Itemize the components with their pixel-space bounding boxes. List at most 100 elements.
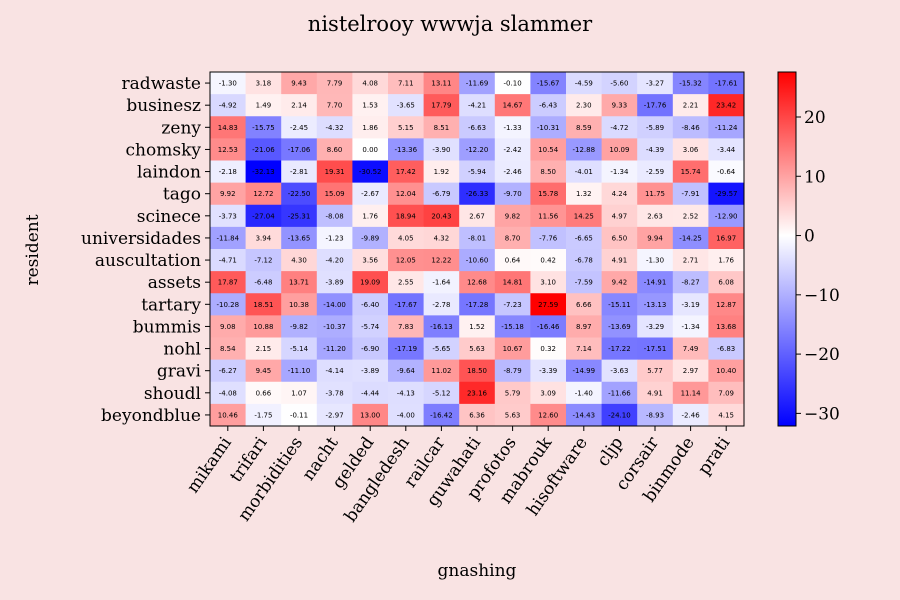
y-tick-label: zeny	[161, 118, 201, 138]
cell-value-label: 9.33	[612, 102, 628, 110]
heatmap-cell	[245, 116, 282, 139]
heatmap-cell	[672, 249, 709, 272]
heatmap-cell	[566, 359, 602, 383]
y-tick-label: radwaste	[122, 74, 201, 94]
colorbar-tick-label: −30	[804, 404, 840, 424]
cell-value-label: 27.59	[538, 301, 558, 309]
cell-value-label: 9.94	[647, 234, 663, 242]
cell-value-label: -9.70	[504, 190, 522, 198]
heatmap-cell	[210, 94, 246, 117]
cell-value-label: 2.97	[683, 367, 699, 375]
heatmap-cell	[530, 381, 567, 405]
cell-value-label: 7.49	[683, 345, 699, 353]
cell-value-label: 11.14	[681, 389, 702, 397]
cell-value-label: 12.60	[538, 411, 558, 419]
heatmap-cell	[672, 381, 709, 405]
cell-value-label: -5.60	[610, 80, 628, 88]
heatmap-cell	[637, 403, 674, 427]
heatmap-cell	[708, 403, 745, 427]
heatmap-cell	[601, 160, 638, 184]
heatmap-cell	[281, 381, 318, 405]
heatmap-cell	[637, 138, 674, 161]
y-tick-label: beyondblue	[101, 406, 201, 426]
cell-value-label: 0.66	[256, 389, 272, 397]
heatmap-cell	[637, 160, 674, 184]
cell-value-label: -6.83	[717, 345, 735, 353]
cell-value-label: 23.16	[467, 389, 488, 397]
heatmap-cell	[245, 403, 282, 427]
heatmap-cell	[388, 72, 424, 95]
heatmap-cell	[530, 204, 567, 228]
heatmap-cell	[423, 72, 460, 95]
heatmap-cell	[316, 337, 353, 361]
cell-value-label: -10.60	[466, 257, 489, 265]
cell-value-label: -11.24	[715, 124, 738, 132]
heatmap-cell	[423, 182, 460, 206]
cell-value-label: -6.43	[539, 102, 557, 110]
cell-value-label: -12.88	[573, 146, 596, 154]
cell-value-label: -1.33	[504, 124, 522, 132]
heatmap-cell	[388, 293, 424, 316]
cell-value-label: -16.46	[537, 323, 560, 331]
cell-value-label: 13.00	[360, 411, 380, 419]
heatmap-cell	[459, 182, 496, 206]
cell-value-label: -17.51	[644, 345, 667, 353]
heatmap-cell	[708, 72, 745, 95]
heatmap-cell	[708, 116, 745, 139]
heatmap-cell	[459, 381, 496, 405]
heatmap-cell	[352, 72, 389, 95]
cell-value-label: 5.63	[505, 411, 521, 419]
heatmap-cell	[566, 138, 602, 161]
cell-value-label: -6.40	[361, 301, 379, 309]
cell-value-label: 10.40	[716, 367, 736, 375]
heatmap-cell	[637, 293, 674, 316]
heatmap-cell	[494, 204, 531, 228]
heatmap-cell	[566, 116, 602, 139]
heatmap-cell	[459, 403, 496, 427]
heatmap-cell	[494, 138, 531, 161]
heatmap-cell	[210, 116, 246, 139]
heatmap-cell	[708, 249, 745, 272]
heatmap-cell	[352, 204, 389, 228]
cell-value-label: 13.71	[289, 279, 309, 287]
cell-value-label: 11.56	[538, 212, 559, 220]
chart-title: nistelrooy wwwja slammer	[308, 12, 593, 36]
cell-value-label: 5.79	[505, 389, 521, 397]
heatmap-cell	[388, 94, 424, 117]
colorbar-tick-label: −10	[804, 286, 840, 306]
cell-value-label: -9.89	[361, 234, 379, 242]
heatmap-cell	[672, 226, 709, 250]
cell-value-label: 18.51	[253, 301, 273, 309]
heatmap-cell	[281, 249, 318, 272]
heatmap-cell	[672, 293, 709, 316]
cell-value-label: -11.10	[288, 367, 311, 375]
heatmap-cell	[423, 293, 460, 316]
heatmap-cell	[352, 116, 389, 139]
heatmap-cell	[494, 315, 531, 338]
x-axis-label: gnashing	[438, 561, 517, 581]
cell-value-label: 11.75	[645, 190, 665, 198]
heatmap-cell	[494, 160, 531, 184]
cell-value-label: -14.99	[573, 367, 596, 375]
cell-value-label: -22.50	[288, 190, 311, 198]
heatmap-cell	[423, 271, 460, 294]
heatmap-cell	[245, 226, 282, 250]
heatmap-cell	[316, 116, 353, 139]
heatmap-cell	[281, 271, 318, 294]
heatmap-cell	[530, 271, 567, 294]
heatmap-cell	[210, 226, 246, 250]
heatmap-cell	[566, 72, 602, 95]
cell-value-label: -10.31	[537, 124, 560, 132]
cell-value-label: 3.10	[540, 279, 556, 287]
heatmap-cell	[601, 293, 638, 316]
cell-value-label: -17.22	[608, 345, 631, 353]
cell-value-label: 1.76	[718, 257, 734, 265]
cell-value-label: -15.11	[608, 301, 631, 309]
cell-value-label: 0.32	[540, 345, 556, 353]
heatmap-cell	[316, 381, 353, 405]
cell-value-label: 9.92	[220, 190, 236, 198]
heatmap-cell	[566, 204, 602, 228]
cell-value-label: -3.44	[717, 146, 736, 154]
cell-value-label: -0.64	[717, 168, 736, 176]
cell-value-label: -17.06	[288, 146, 311, 154]
